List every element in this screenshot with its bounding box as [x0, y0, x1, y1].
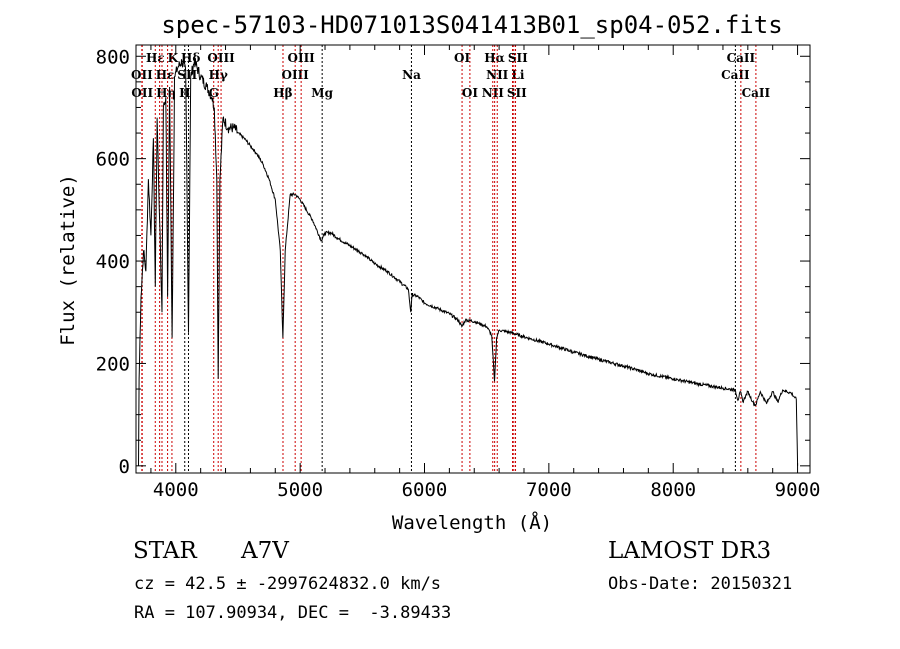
line-marker-label: G: [209, 86, 219, 100]
line-marker-label: CaII: [721, 68, 750, 82]
line-marker-label: K: [168, 51, 179, 65]
y-tick-label: 800: [96, 46, 130, 68]
line-marker-label: Hε: [156, 68, 175, 82]
axes: 4000 5000 6000 7000 8000 9000 0 200 400 600 800: [96, 45, 821, 501]
coordinates: RA = 107.90934, DEC = -3.89433: [134, 603, 452, 623]
line-marker-label: OIII: [207, 51, 235, 65]
line-marker-label: OIII: [282, 68, 310, 82]
x-tick-label: 8000: [650, 479, 696, 501]
plot-frame: [135, 44, 811, 474]
line-marker-label: NII: [486, 68, 509, 82]
line-marker-label: Mg: [311, 86, 333, 100]
line-marker-label: Na: [402, 68, 421, 82]
line-marker-label: CaII: [742, 86, 771, 100]
spectrum-series: [138, 58, 799, 466]
y-tick-label: 600: [96, 149, 130, 171]
line-marker-label: SII: [508, 51, 528, 65]
x-tick-label: 7000: [526, 479, 572, 501]
line-marker-label: OI: [454, 51, 470, 65]
spectrum-line: [138, 58, 799, 466]
subclass: A7V: [241, 538, 289, 564]
x-axis-label: Wavelength (Å): [392, 511, 552, 534]
x-tick-label: 6000: [402, 479, 448, 501]
y-tick-label: 400: [96, 251, 130, 273]
y-axis-label: Flux (relative): [57, 174, 79, 346]
line-marker-label: Hγ: [209, 68, 228, 82]
line-marker-label: NII: [482, 86, 505, 100]
line-marker-label: Li: [511, 68, 524, 82]
line-marker-label: Hβ: [273, 86, 292, 100]
chart-title: spec-57103-HD071013S041413B01_sp04-052.f…: [161, 11, 782, 39]
line-marker-label: SII: [177, 68, 197, 82]
x-tick-label: 9000: [775, 479, 821, 501]
x-tick-label: 4000: [153, 479, 199, 501]
line-marker-label: OIII: [288, 51, 316, 65]
line-marker-label: CaII: [727, 51, 756, 65]
line-marker-label: Hα: [484, 51, 505, 65]
line-marker-label: OI: [462, 86, 478, 100]
y-tick-label: 200: [96, 353, 130, 375]
object-class: STAR: [133, 538, 197, 564]
line-marker-label: OII: [131, 86, 153, 100]
redshift-line: cz = 42.5 ± -2997624832.0 km/s: [134, 574, 442, 594]
y-tick-label: 0: [119, 456, 130, 478]
x-tick-label: 5000: [277, 479, 323, 501]
survey-label: LAMOST DR3: [608, 538, 772, 564]
line-marker-label: SII: [507, 86, 527, 100]
line-marker-label: Hη: [156, 86, 176, 100]
obs-date: Obs-Date: 20150321: [608, 574, 793, 594]
line-markers: OIIOIIHεHεHηKHSIIHδGHγOIIIHβOIIIOIIIMgNa…: [131, 45, 771, 473]
